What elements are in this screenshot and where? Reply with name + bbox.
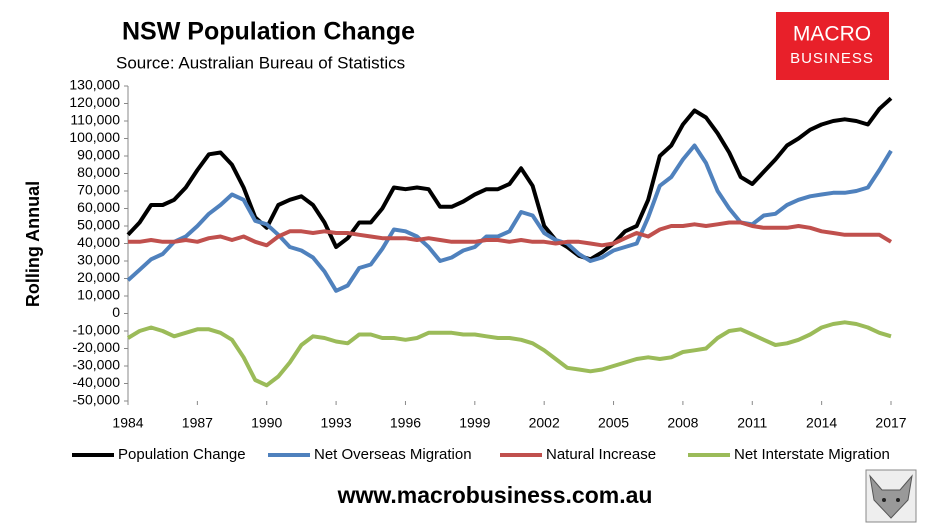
x-tick-label: 1999 [459, 415, 490, 431]
logo-box [776, 12, 889, 80]
series-line [126, 320, 892, 388]
logo-text: BUSINESS [790, 50, 874, 67]
legend-label: Natural Increase [546, 446, 656, 463]
y-tick-label: 20,000 [77, 269, 120, 285]
y-tick-label: 110,000 [70, 112, 120, 128]
y-tick-label: -40,000 [73, 374, 121, 390]
legend-label: Net Interstate Migration [734, 446, 890, 463]
x-tick-label: 1990 [251, 415, 282, 431]
y-tick-label: 70,000 [77, 182, 120, 198]
y-axis-label: Rolling Annual [23, 181, 43, 307]
series-line [126, 143, 893, 293]
x-tick-label: 2002 [529, 415, 560, 431]
y-tick-label: 130,000 [69, 77, 120, 93]
y-tick-label: 10,000 [77, 287, 120, 303]
series-line [128, 220, 893, 248]
y-tick-label: -20,000 [73, 339, 121, 355]
chart-subtitle: Source: Australian Bureau of Statistics [116, 53, 405, 72]
y-tick-label: -50,000 [73, 392, 121, 408]
y-tick-label: -30,000 [73, 357, 121, 373]
x-tick-label: 2014 [806, 415, 837, 431]
y-tick-label: 0 [112, 304, 120, 320]
fox-icon [865, 469, 917, 523]
x-tick-label: 1993 [321, 415, 352, 431]
footer-url: www.macrobusiness.com.au [337, 482, 653, 508]
x-tick-label: 2008 [667, 415, 698, 431]
x-tick-label: 1984 [112, 415, 143, 431]
y-tick-label: 30,000 [77, 252, 120, 268]
y-tick-label: 80,000 [77, 164, 120, 180]
legend-label: Net Overseas Migration [314, 446, 472, 463]
x-tick-label: 2011 [737, 415, 767, 431]
legend-label: Population Change [118, 446, 246, 463]
chart-title: NSW Population Change [122, 18, 415, 46]
x-tick-label: 2017 [875, 415, 906, 431]
y-tick-label: 120,000 [69, 94, 120, 110]
y-tick-label: 50,000 [77, 217, 120, 233]
y-tick-label: -10,000 [73, 322, 121, 338]
y-tick-label: 60,000 [77, 199, 120, 215]
x-tick-label: 2005 [598, 415, 629, 431]
y-tick-label: 90,000 [77, 147, 120, 163]
x-tick-label: 1987 [182, 415, 213, 431]
x-tick-label: 1996 [390, 415, 421, 431]
y-tick-label: 40,000 [77, 234, 120, 250]
logo-text: MACRO [793, 23, 871, 46]
y-tick-label: 100,000 [69, 129, 120, 145]
